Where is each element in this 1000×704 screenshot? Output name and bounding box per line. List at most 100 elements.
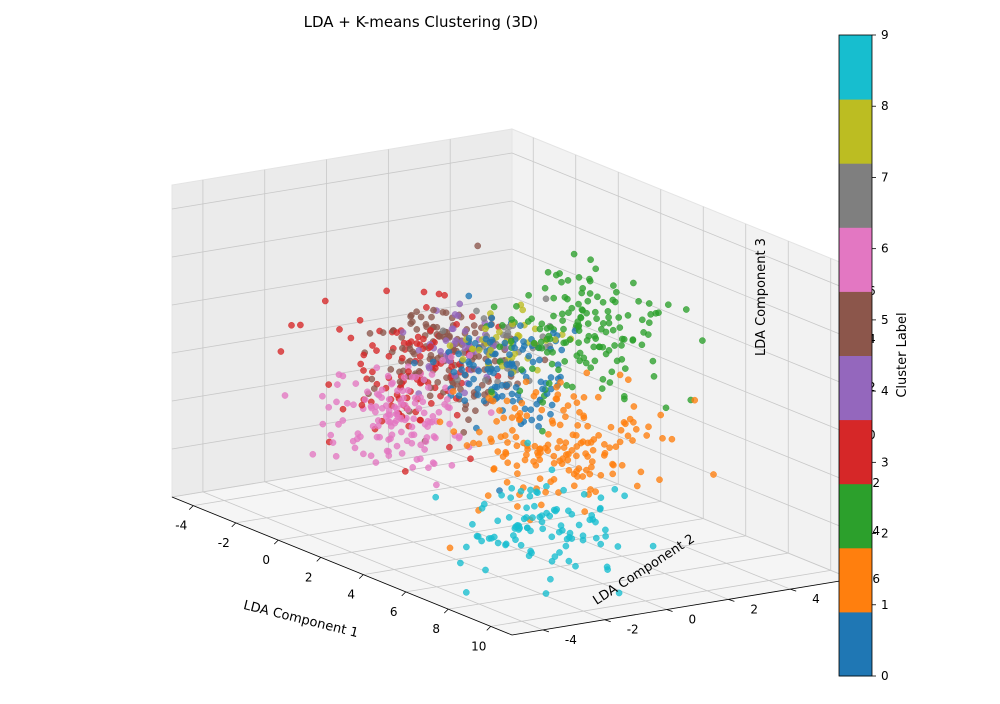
scatter-point-cluster-6 <box>329 439 337 446</box>
scatter-point-cluster-9 <box>494 539 502 547</box>
scatter-point-cluster-9 <box>604 566 611 573</box>
scatter-point-cluster-0 <box>528 416 536 424</box>
scatter-point-cluster-6 <box>309 450 317 458</box>
scatter-point-cluster-2 <box>621 395 628 403</box>
scatter-point-cluster-2 <box>599 298 607 306</box>
scatter-point-cluster-7 <box>439 327 447 335</box>
scatter-point-cluster-0 <box>471 339 479 347</box>
scatter-point-cluster-4 <box>415 346 423 354</box>
scatter-point-cluster-6 <box>420 376 428 384</box>
scatter-point-cluster-0 <box>493 383 501 391</box>
scatter-point-cluster-0 <box>494 394 501 401</box>
scatter-point-cluster-9 <box>462 589 470 596</box>
scatter-point-cluster-0 <box>558 346 566 354</box>
y-tick-mark <box>604 619 611 623</box>
x-tick-mark <box>443 608 449 614</box>
scatter-point-cluster-9 <box>529 514 536 521</box>
scatter-point-cluster-3 <box>347 334 355 342</box>
scatter-point-cluster-2 <box>513 302 520 310</box>
x-axis-line <box>171 496 513 636</box>
scatter-point-cluster-1 <box>630 403 638 410</box>
scatter-point-cluster-6 <box>393 442 401 450</box>
z-tick-label: -6 <box>868 572 880 586</box>
scatter-point-cluster-1 <box>580 394 588 401</box>
scatter-point-cluster-9 <box>527 547 534 555</box>
scatter-point-cluster-6 <box>385 411 392 418</box>
scatter-point-cluster-3 <box>435 290 443 298</box>
scatter-point-cluster-6 <box>400 374 408 381</box>
scatter-point-cluster-1 <box>508 414 516 421</box>
scatter-point-cluster-1 <box>668 435 676 443</box>
scatter-point-cluster-0 <box>517 322 524 329</box>
scatter-point-cluster-9 <box>560 486 567 494</box>
scatter-point-cluster-2 <box>585 332 593 340</box>
scatter-point-cluster-1 <box>570 470 578 478</box>
scatter-point-cluster-3 <box>360 351 368 359</box>
scatter-point-cluster-9 <box>602 526 609 534</box>
scatter-point-cluster-4 <box>425 364 433 372</box>
scatter-point-cluster-6 <box>388 431 396 439</box>
scatter-point-cluster-3 <box>427 327 434 334</box>
scatter-point-cluster-3 <box>393 329 401 336</box>
colorbar-tick-label: 9 <box>881 28 889 42</box>
scatter-point-cluster-2 <box>609 296 617 304</box>
scatter-point-cluster-1 <box>550 452 558 460</box>
scatter-point-cluster-6 <box>386 418 394 426</box>
scatter-point-cluster-0 <box>465 334 473 342</box>
scatter-point-cluster-5 <box>422 320 430 328</box>
scatter-point-cluster-5 <box>433 323 441 331</box>
scatter-point-cluster-5 <box>470 322 478 329</box>
scatter-point-cluster-8 <box>482 325 489 333</box>
scatter-point-cluster-9 <box>566 529 574 537</box>
scatter-point-cluster-9 <box>546 512 554 520</box>
scatter-point-cluster-2 <box>577 314 585 322</box>
scatter-point-cluster-3 <box>325 381 333 388</box>
scatter-point-cluster-2 <box>604 307 612 315</box>
scatter-point-cluster-9 <box>556 549 563 556</box>
scatter-point-cluster-6 <box>333 398 340 406</box>
scatter-point-cluster-6 <box>413 456 421 463</box>
grid-line <box>511 200 853 340</box>
scatter-point-cluster-2 <box>507 337 515 345</box>
scatter-point-cluster-9 <box>557 522 565 529</box>
scatter-point-cluster-8 <box>496 328 503 336</box>
scatter-point-cluster-6 <box>385 436 392 443</box>
y-tick-mark <box>728 598 735 602</box>
scatter-point-cluster-9 <box>615 589 623 597</box>
scatter-point-cluster-6 <box>376 433 383 441</box>
scatter-point-cluster-6 <box>327 431 335 439</box>
scatter-point-cluster-0 <box>527 406 535 414</box>
scatter-point-cluster-2 <box>665 301 672 309</box>
scatter-point-cluster-1 <box>618 461 626 469</box>
scatter-point-cluster-9 <box>517 487 525 495</box>
colorbar-segment-8 <box>839 99 872 164</box>
scatter-point-cluster-8 <box>475 346 483 354</box>
scatter-point-cluster-9 <box>538 512 546 520</box>
scatter-point-cluster-3 <box>401 468 409 475</box>
scatter-point-cluster-6 <box>409 464 417 471</box>
scatter-point-cluster-2 <box>635 297 642 305</box>
scatter-point-cluster-1 <box>568 447 576 454</box>
scatter-point-cluster-6 <box>373 364 381 372</box>
scatter-point-cluster-6 <box>394 387 401 395</box>
grid-line <box>450 450 791 590</box>
scatter-point-cluster-1 <box>550 476 558 483</box>
scatter-point-cluster-1 <box>616 438 624 446</box>
scatter-point-cluster-7 <box>480 315 488 322</box>
scatter-point-cluster-0 <box>474 391 482 399</box>
scatter-point-cluster-0 <box>547 374 555 381</box>
scatter-point-cluster-2 <box>615 314 623 321</box>
scatter-point-cluster-1 <box>535 451 542 459</box>
y-tick-label: 0 <box>689 613 697 627</box>
chart-title: LDA + K-means Clustering (3D) <box>304 13 539 31</box>
scatter-point-cluster-2 <box>591 357 599 365</box>
scatter-point-cluster-6 <box>420 409 428 417</box>
scatter-point-cluster-6 <box>408 423 416 431</box>
scatter-point-cluster-6 <box>433 481 440 489</box>
scatter-point-cluster-6 <box>389 379 396 387</box>
scatter-point-cluster-1 <box>574 422 582 429</box>
scatter-point-cluster-1 <box>587 486 594 493</box>
scatter-point-cluster-5 <box>417 313 425 321</box>
colorbar-segment-0 <box>839 611 872 677</box>
scatter-point-cluster-1 <box>581 508 589 515</box>
